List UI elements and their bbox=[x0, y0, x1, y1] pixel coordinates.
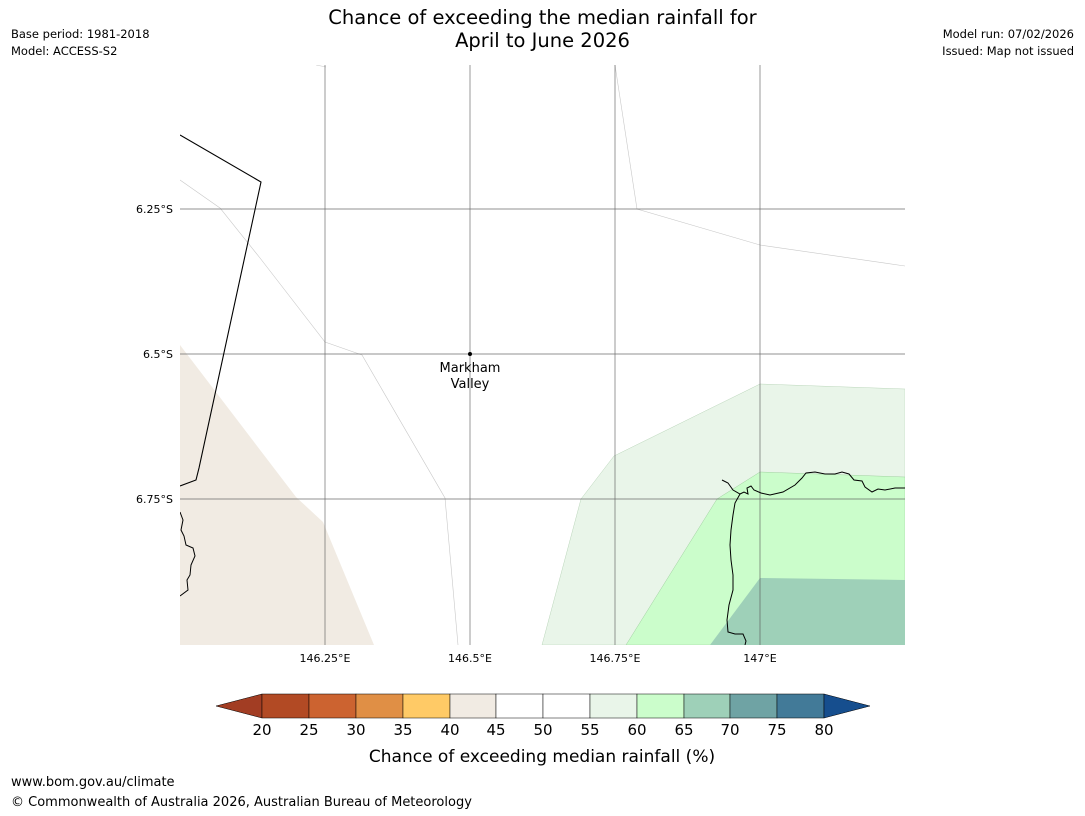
colorbar-tick-40: 40 bbox=[440, 721, 459, 739]
lon-label-147: 147°E bbox=[743, 652, 776, 665]
colorbar bbox=[215, 693, 871, 719]
colorbar-bin-55-60 bbox=[589, 693, 638, 719]
colorbar-tick-20: 20 bbox=[252, 721, 271, 739]
metadata-left: Base period: 1981-2018 Model: ACCESS-S2 bbox=[11, 26, 150, 60]
colorbar-tick-45: 45 bbox=[486, 721, 505, 739]
markham-valley-marker bbox=[468, 352, 472, 356]
colorbar-tick-55: 55 bbox=[580, 721, 599, 739]
model-run: Model run: 07/02/2026 bbox=[942, 27, 1074, 41]
place-name-line-2: Valley bbox=[451, 377, 490, 392]
colorbar-tick-50: 50 bbox=[533, 721, 552, 739]
colorbar-tick-25: 25 bbox=[299, 721, 318, 739]
map-plot-area bbox=[180, 65, 905, 645]
colorbar-bin-50-55 bbox=[542, 693, 591, 719]
colorbar-tick-35: 35 bbox=[393, 721, 412, 739]
boundary-line-north bbox=[315, 65, 327, 68]
metadata-right: Model run: 07/02/2026 Issued: Map not is… bbox=[942, 26, 1074, 60]
colorbar-bin-75-80 bbox=[776, 693, 825, 719]
colorbar-bin-45-50 bbox=[495, 693, 544, 719]
colorbar-bin-60-65 bbox=[636, 693, 685, 719]
colorbar-tick-65: 65 bbox=[674, 721, 693, 739]
colorbar-tick-75: 75 bbox=[767, 721, 786, 739]
colorbar-tick-70: 70 bbox=[720, 721, 739, 739]
colorbar-bin-30-35 bbox=[355, 693, 404, 719]
footer-copyright: © Commonwealth of Australia 2026, Austra… bbox=[11, 795, 472, 810]
colorbar-tick-80: 80 bbox=[814, 721, 833, 739]
colorbar-tick-60: 60 bbox=[627, 721, 646, 739]
boundary-line-east bbox=[614, 65, 905, 267]
coastline-west bbox=[180, 511, 196, 597]
colorbar-bin-70-75 bbox=[729, 693, 778, 719]
issued-status: Issued: Map not issued bbox=[942, 44, 1074, 58]
region-65-70 bbox=[710, 578, 905, 645]
model-name: Model: ACCESS-S2 bbox=[11, 44, 118, 58]
lon-label-146-25: 146.25°E bbox=[300, 652, 351, 665]
title-line-1: Chance of exceeding the median rainfall … bbox=[328, 6, 757, 29]
colorbar-ticks: 20 25 30 35 40 45 50 55 60 65 70 75 80 bbox=[252, 721, 833, 739]
colorbar-tick-30: 30 bbox=[346, 721, 365, 739]
colorbar-bin-25-30 bbox=[308, 693, 357, 719]
coastline-river-mouth bbox=[726, 493, 747, 645]
coastline-east bbox=[721, 471, 905, 496]
lat-label-6-75: 6.75°S bbox=[136, 493, 173, 506]
colorbar-extend-high bbox=[823, 693, 871, 719]
lat-label-6-5: 6.5°S bbox=[143, 348, 173, 361]
province-border bbox=[180, 134, 262, 487]
colorbar-bin-40-45 bbox=[449, 693, 497, 719]
lon-label-146-75: 146.75°E bbox=[590, 652, 641, 665]
region-40-45 bbox=[180, 345, 374, 645]
map-title: Chance of exceeding the median rainfall … bbox=[0, 6, 1085, 52]
lon-label-146-5: 146.5°E bbox=[448, 652, 492, 665]
title-line-2: April to June 2026 bbox=[455, 29, 630, 52]
place-name-line-1: Markham bbox=[440, 361, 501, 376]
colorbar-bin-20-25 bbox=[261, 693, 310, 719]
colorbar-bin-35-40 bbox=[402, 693, 451, 719]
colorbar-extend-low bbox=[215, 693, 263, 719]
lat-label-6-25: 6.25°S bbox=[136, 203, 173, 216]
graticule bbox=[180, 65, 905, 645]
footer-url[interactable]: www.bom.gov.au/climate bbox=[11, 775, 175, 790]
colorbar-bin-65-70 bbox=[683, 693, 731, 719]
colorbar-title: Chance of exceeding median rainfall (%) bbox=[369, 747, 715, 767]
base-period: Base period: 1981-2018 bbox=[11, 27, 150, 41]
